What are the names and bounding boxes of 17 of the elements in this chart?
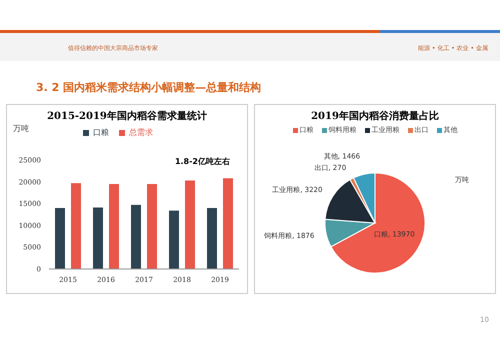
annotation: 1.8-2亿吨左右 — [174, 156, 230, 167]
chart-title: 2015-2019年国内稻谷需求量统计 — [46, 110, 208, 123]
legend-label: 口粮 — [93, 128, 109, 137]
bar — [147, 184, 157, 269]
bar — [71, 183, 81, 269]
legend-label: 总需求 — [129, 128, 153, 137]
bar — [185, 180, 195, 269]
y-axis-title: 万吨 — [13, 123, 29, 134]
bar — [55, 208, 65, 269]
chart-title: 2019年国内稻谷消费量占比 — [310, 110, 440, 123]
bar — [93, 208, 103, 269]
bar — [169, 210, 179, 269]
bar — [109, 184, 119, 269]
bar — [207, 208, 217, 269]
bar — [131, 204, 141, 269]
text: 3. 2 国内稻米需求结构小幅调整—总量和结构 — [36, 80, 262, 95]
bar — [223, 178, 233, 269]
